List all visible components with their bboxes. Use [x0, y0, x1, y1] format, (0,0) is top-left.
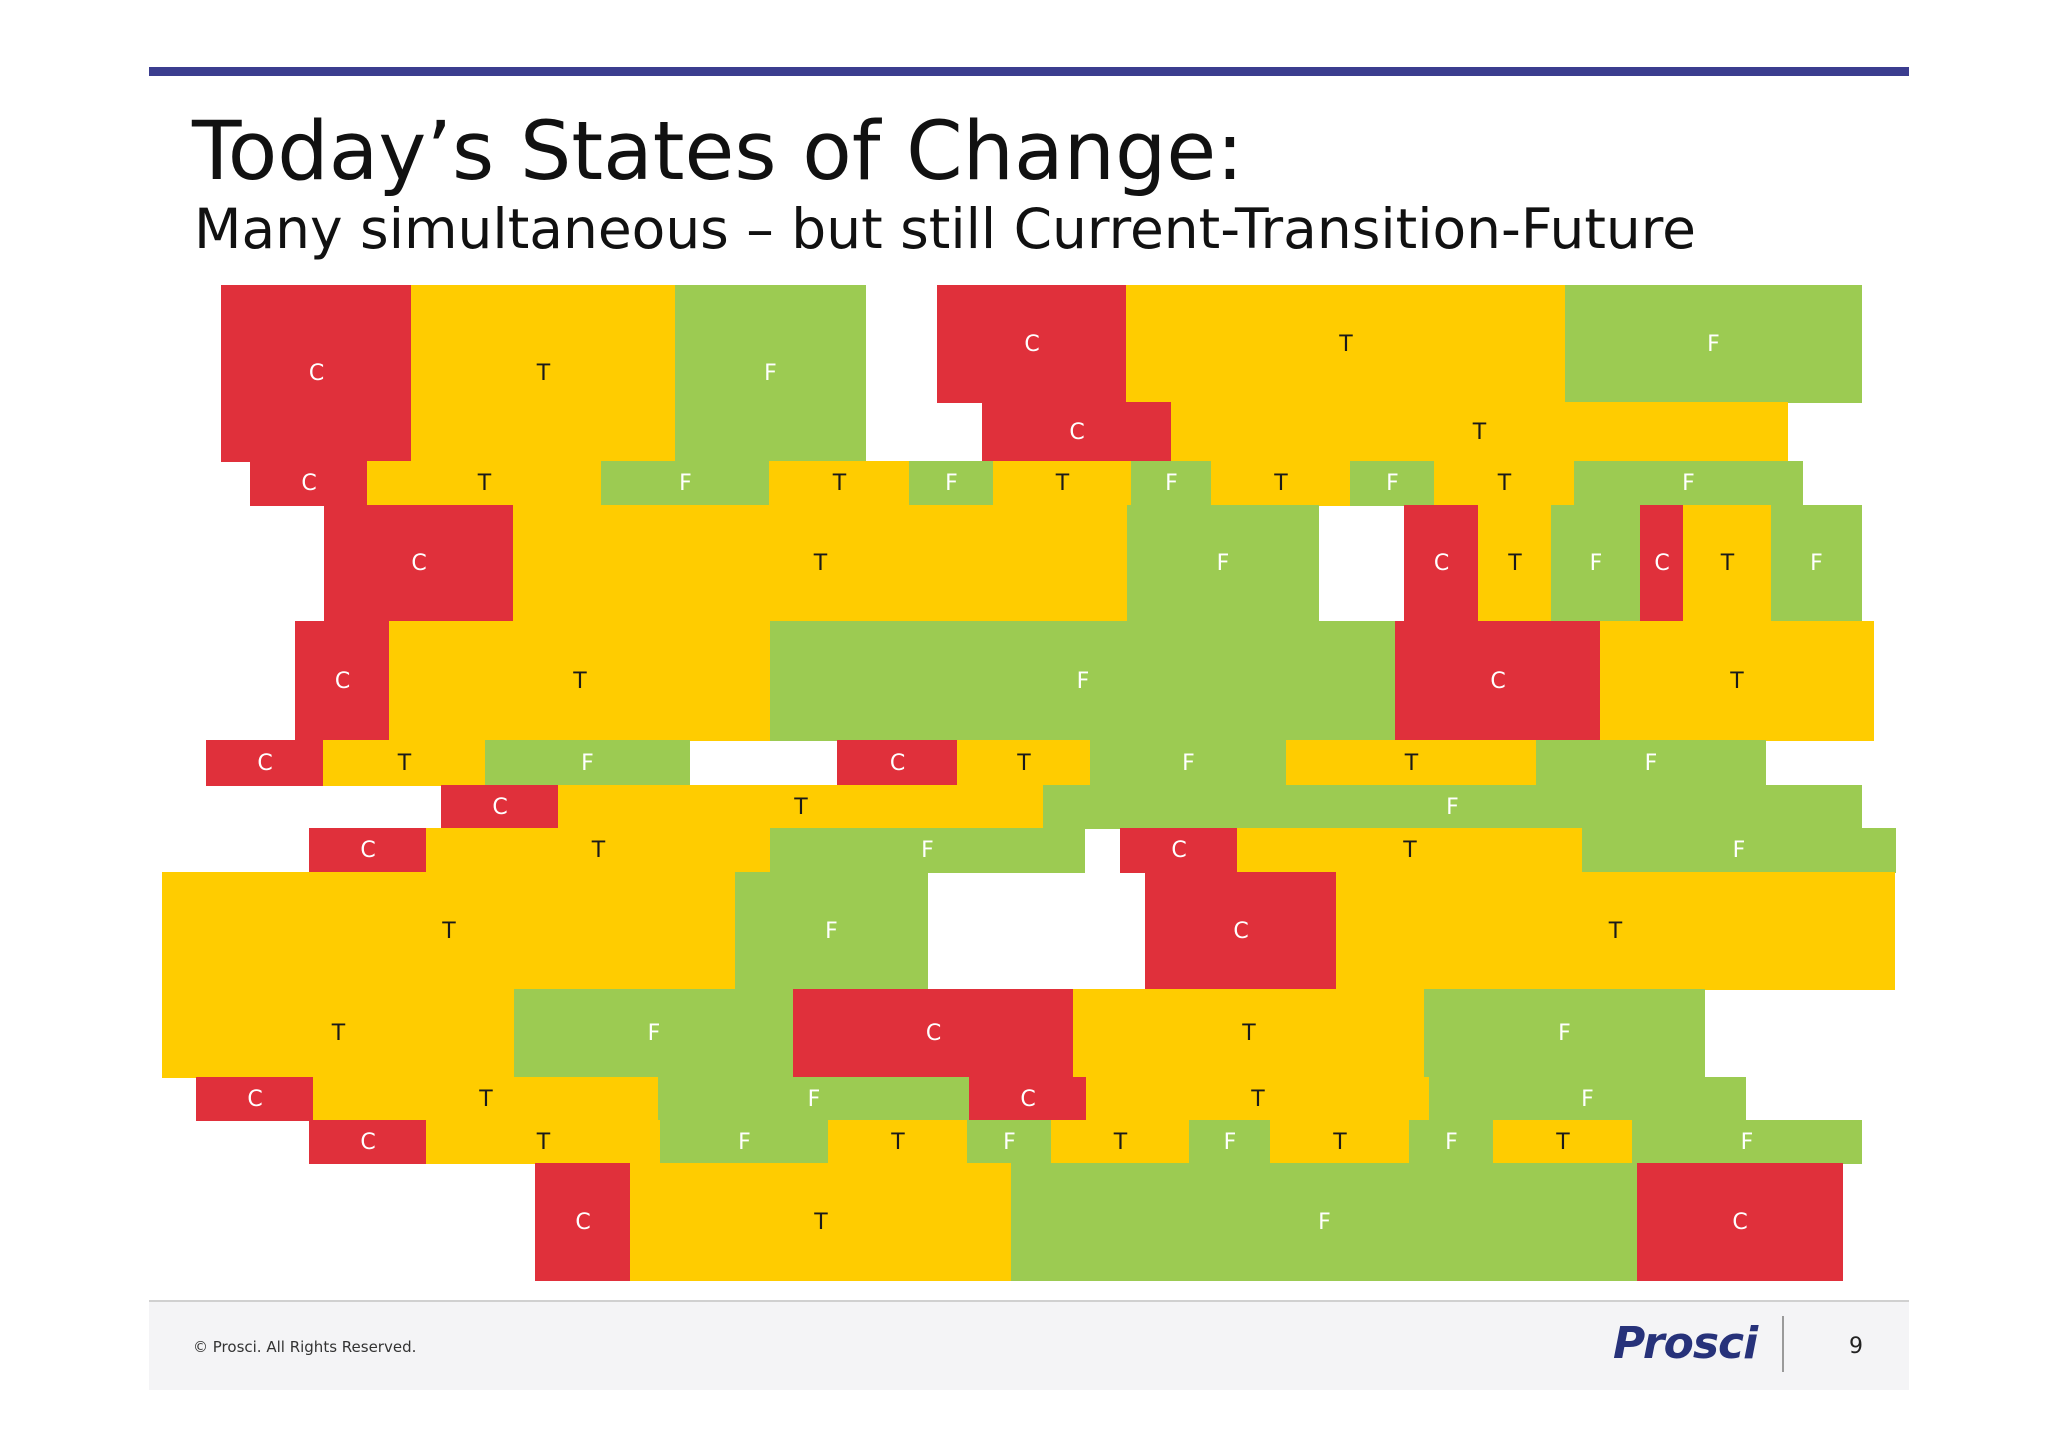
state-block-future: F [1090, 740, 1287, 786]
state-block-transition: T [1493, 1120, 1633, 1164]
state-block-transition: T [558, 785, 1044, 829]
state-block-current: C [250, 461, 368, 506]
state-block-future: F [1632, 1120, 1862, 1164]
state-block-transition: T [957, 740, 1091, 786]
state-block-future: F [1011, 1163, 1638, 1281]
state-block-future: F [601, 461, 770, 506]
state-block-transition: T [1086, 1077, 1430, 1121]
state-block-current: C [1395, 621, 1601, 741]
state-block-transition: T [1286, 740, 1537, 786]
state-block-transition: T [1211, 461, 1351, 506]
state-block-transition: T [162, 989, 515, 1078]
state-block-future: F [675, 285, 866, 462]
state-block-future: F [514, 989, 794, 1078]
state-block-current: C [441, 785, 559, 829]
state-block-transition: T [630, 1163, 1012, 1281]
state-block-future: F [909, 461, 994, 506]
state-block-future: F [660, 1120, 829, 1164]
state-block-transition: T [411, 285, 676, 462]
state-block-current: C [793, 989, 1074, 1078]
state-block-current: C [1120, 828, 1238, 873]
state-block-future: F [1043, 785, 1862, 829]
state-block-current: C [309, 828, 427, 873]
state-block-future: F [658, 1077, 970, 1121]
state-block-transition: T [993, 461, 1132, 506]
state-block-transition: T [769, 461, 910, 506]
state-block-transition: T [426, 828, 771, 873]
state-block-future: F [1424, 989, 1705, 1078]
state-block-transition: T [1051, 1120, 1190, 1164]
state-block-future: F [770, 828, 1085, 873]
state-block-transition: T [1237, 828, 1583, 873]
state-block-current: C [937, 285, 1127, 403]
page-number: 9 [1849, 1334, 1863, 1359]
state-block-transition: T [367, 461, 602, 506]
state-block-future: F [1409, 1120, 1494, 1164]
state-block-future: F [1565, 285, 1862, 403]
header-rule [149, 67, 1909, 76]
footer-divider [1782, 1316, 1784, 1372]
state-block-current: C [295, 621, 390, 741]
slide-footer: © Prosci. All Rights Reserved. Prosci 9 [149, 1300, 1909, 1390]
state-block-future: F [1574, 461, 1803, 506]
state-block-future: F [1131, 461, 1212, 506]
state-block-transition: T [1171, 402, 1788, 462]
state-block-transition: T [389, 621, 771, 741]
state-block-current: C [1637, 1163, 1843, 1281]
state-block-transition: T [1270, 1120, 1410, 1164]
state-block-future: F [1582, 828, 1896, 873]
state-block-current: C [1404, 505, 1479, 622]
state-block-current: C [535, 1163, 631, 1281]
state-block-current: C [206, 740, 324, 786]
state-block-current: C [837, 740, 958, 786]
state-block-transition: T [323, 740, 486, 786]
state-block-current: C [1640, 505, 1684, 622]
state-block-transition: T [1073, 989, 1425, 1078]
state-block-transition: T [426, 1120, 661, 1164]
state-block-transition: T [513, 505, 1128, 622]
slide-subtitle: Many simultaneous – but still Current-Tr… [194, 197, 1696, 261]
state-block-current: C [309, 1120, 427, 1164]
state-block-transition: T [1126, 285, 1566, 403]
state-block-transition: T [1683, 505, 1772, 622]
state-block-current: C [221, 285, 412, 462]
state-block-future: F [1551, 505, 1641, 622]
state-block-current: C [1145, 872, 1337, 990]
slide-title: Today’s States of Change: [192, 105, 1244, 199]
state-block-transition: T [1336, 872, 1895, 990]
state-block-future: F [1536, 740, 1766, 786]
state-block-transition: T [1478, 505, 1552, 622]
state-block-transition: T [828, 1120, 968, 1164]
prosci-logo: Prosci [1613, 1318, 1758, 1369]
state-block-transition: T [1600, 621, 1874, 741]
state-block-future: F [735, 872, 928, 990]
state-block-future: F [770, 621, 1396, 741]
state-block-transition: T [1434, 461, 1575, 506]
state-block-future: F [1350, 461, 1435, 506]
state-block-current: C [969, 1077, 1087, 1121]
state-block-future: F [1189, 1120, 1271, 1164]
state-block-future: F [967, 1120, 1052, 1164]
state-block-future: F [1127, 505, 1319, 622]
state-block-future: F [1429, 1077, 1746, 1121]
copyright-notice: © Prosci. All Rights Reserved. [193, 1338, 417, 1356]
state-block-future: F [485, 740, 690, 786]
state-block-transition: T [313, 1077, 659, 1121]
state-block-transition: T [162, 872, 736, 990]
state-block-future: F [1771, 505, 1862, 622]
state-block-current: C [982, 402, 1172, 462]
state-block-current: C [324, 505, 514, 622]
state-block-current: C [196, 1077, 314, 1121]
